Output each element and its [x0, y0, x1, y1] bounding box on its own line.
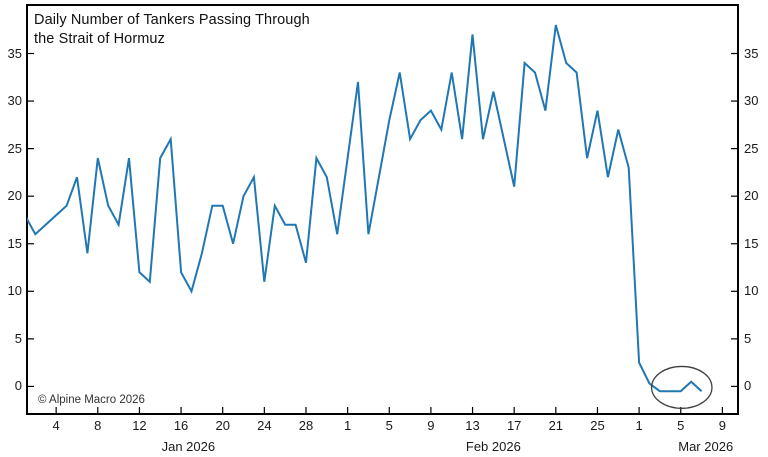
- chart-title-line1: Daily Number of Tankers Passing Through: [34, 12, 310, 28]
- y-axis-label-left: 30: [7, 93, 22, 109]
- x-axis-label: 5: [385, 418, 393, 433]
- chart-title-line2: the Strait of Hormuz: [34, 31, 165, 47]
- y-axis-label-left: 35: [7, 45, 22, 61]
- month-label: Jan 2026: [161, 439, 216, 454]
- annotation-ellipse: [650, 365, 713, 409]
- x-axis-label: 28: [298, 418, 314, 433]
- y-axis-label-right: 35: [744, 45, 759, 61]
- y-axis-label-right: 5: [744, 330, 752, 346]
- y-axis-label-right: 10: [744, 283, 759, 299]
- month-label: Feb 2026: [465, 439, 521, 454]
- x-axis-label: 8: [94, 418, 102, 433]
- x-axis-label: 9: [718, 418, 726, 433]
- y-axis-label-right: 20: [744, 188, 759, 204]
- x-axis-label: 20: [215, 418, 230, 433]
- x-axis-label: 17: [506, 418, 522, 433]
- x-axis-label: 5: [677, 418, 685, 433]
- x-axis-label: 1: [635, 418, 643, 433]
- y-axis-label-left: 5: [14, 330, 22, 346]
- y-axis-label-right: 30: [744, 93, 759, 109]
- x-axis-label: 25: [590, 418, 605, 433]
- month-label: Mar 2026: [678, 439, 734, 454]
- y-axis-label-left: 10: [7, 283, 22, 299]
- x-axis-label: 12: [132, 418, 147, 433]
- chart-title: Daily Number of Tankers Passing Through …: [34, 11, 310, 49]
- x-axis-label: 21: [548, 418, 564, 433]
- tanker-count-line: [27, 24, 703, 393]
- y-axis-label-right: 0: [744, 378, 752, 394]
- copyright-note: © Alpine Macro 2026: [38, 394, 145, 406]
- y-axis-label-left: 15: [7, 235, 22, 251]
- x-axis-label: 16: [173, 418, 189, 433]
- x-axis-label: 9: [427, 418, 435, 433]
- x-axis-label: 13: [465, 418, 480, 433]
- y-axis-label-right: 25: [744, 140, 759, 156]
- x-axis-label: 4: [52, 418, 60, 433]
- y-axis-label-left: 25: [7, 140, 22, 156]
- y-axis-label-right: 15: [744, 235, 759, 251]
- axes-frame: [26, 4, 739, 415]
- x-axis-label: 24: [257, 418, 272, 433]
- y-axis-label-left: 0: [14, 378, 22, 394]
- x-axis-label: 1: [344, 418, 352, 433]
- y-axis-label-left: 20: [7, 188, 22, 204]
